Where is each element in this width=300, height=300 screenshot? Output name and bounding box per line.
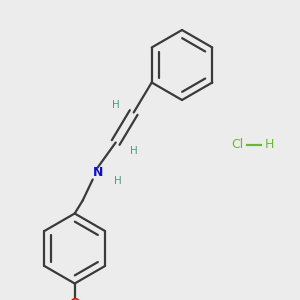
Text: N: N — [92, 166, 103, 179]
Text: H: H — [114, 176, 122, 185]
Text: H: H — [130, 146, 138, 155]
Text: O: O — [69, 297, 80, 300]
Text: H: H — [112, 100, 120, 110]
Text: Cl: Cl — [231, 139, 243, 152]
Text: H: H — [264, 139, 274, 152]
